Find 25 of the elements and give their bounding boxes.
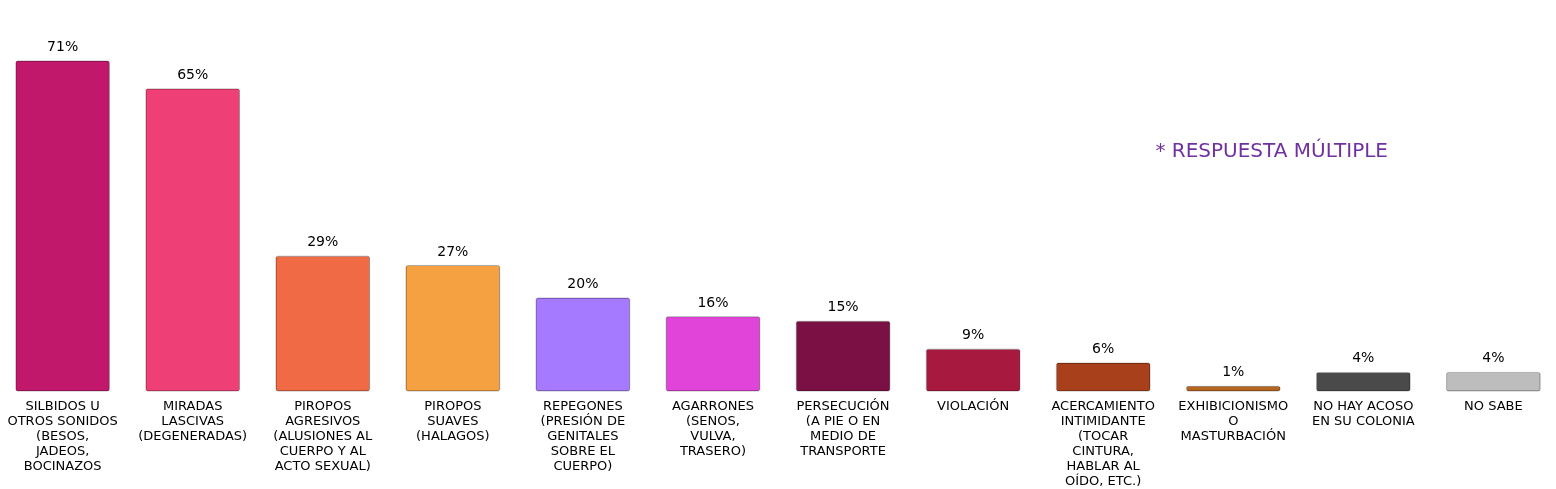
data-label: 4% (1352, 349, 1375, 366)
data-label: 20% (567, 275, 599, 292)
x-tick-label: AGARRONES (SENOS, VULVA, TRASERO) (671, 397, 755, 458)
x-tick-label: PERSECUCIÓN (A PIE O EN MEDIO DE TRANSPORTE (796, 397, 890, 458)
x-tick-label: NO SABE (1464, 397, 1523, 413)
x-tick-label: PIROPOS SUAVES (HALAGOS) (416, 397, 490, 443)
x-tick-label: SILBIDOS U OTROS SONIDOS (BESOS, JADEOS, BOCINAZOS (7, 397, 118, 473)
data-label: 27% (437, 242, 469, 259)
x-tick-label: REPEGONES (PRESIÓN DE GENITALES SOBRE EL CUERPO) (540, 397, 626, 473)
x-tick-label: MIRADAS LASCIVAS (DEGENERADAS) (138, 397, 248, 443)
x-tick-label: NO HAY ACOSO EN SU COLONIA (1311, 397, 1415, 428)
data-label: 9% (961, 326, 985, 343)
data-label: 15% (827, 298, 859, 315)
x-tick-label: PIROPOS AGRESIVOS (ALUSIONES AL CUERPO Y AL ACTO SEXUAL) (273, 397, 373, 473)
data-label: 6% (1092, 340, 1115, 357)
data-label: 16% (697, 293, 729, 310)
x-tick-label: ACERCAMIENTO INTIMIDANTE (TOCAR CINTURA, HABLAR AL OÍDO, ETC.) (1051, 397, 1155, 488)
data-label: 71% (47, 38, 79, 54)
data-label: 29% (307, 233, 339, 250)
x-tick-label: EXHIBICIONISMO O MASTURBACIÓN (1178, 397, 1289, 443)
annotation: * RESPUESTA MÚLTIPLE (1155, 138, 1388, 162)
data-label: 4% (1482, 349, 1505, 366)
x-tick-label: VIOLACIÓN (937, 397, 1010, 413)
data-label: 65% (177, 65, 209, 82)
data-label: 1% (1222, 363, 1245, 380)
